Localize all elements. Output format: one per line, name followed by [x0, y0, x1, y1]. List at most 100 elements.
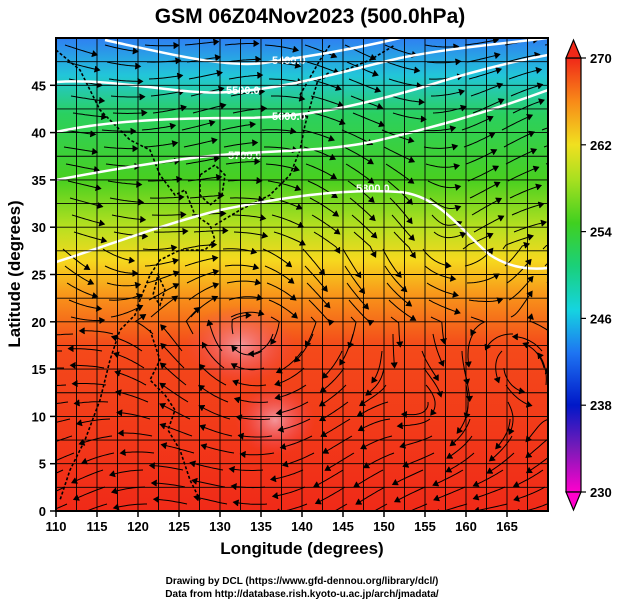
streamline [390, 95, 424, 103]
streamline [148, 74, 183, 80]
streamline-arrowhead [287, 277, 295, 284]
streamline [186, 270, 219, 284]
streamline [56, 367, 64, 369]
streamline-arrowhead [193, 494, 200, 502]
streamline [225, 161, 260, 165]
streamline [320, 418, 351, 437]
streamline-arrowhead [256, 71, 264, 79]
streamline-arrowhead [172, 257, 179, 265]
streamline-arrowhead [269, 475, 277, 483]
streamline [463, 132, 495, 148]
streamline [507, 401, 514, 435]
streamline [320, 367, 345, 393]
streamline [188, 283, 219, 301]
streamline-arrowhead [215, 173, 223, 181]
streamline [101, 129, 136, 132]
streamline-arrowhead [294, 184, 302, 192]
streamline [467, 165, 499, 182]
streamline [229, 468, 264, 471]
streamline [240, 452, 275, 456]
streamline-arrowhead [446, 452, 453, 459]
streamline-arrowhead [256, 177, 263, 184]
streamline [389, 197, 413, 224]
streamline [467, 333, 474, 367]
streamline-arrowhead [451, 143, 459, 151]
streamline [508, 276, 534, 301]
streamline-arrowhead [198, 384, 205, 392]
streamline-arrowhead [271, 492, 279, 500]
streamline-arrowhead [372, 70, 379, 77]
streamline [184, 257, 218, 267]
streamline-arrowhead [495, 442, 502, 450]
streamline-arrowhead [511, 333, 519, 341]
streamline [537, 352, 547, 386]
streamline-arrowhead [128, 256, 136, 264]
streamline-arrowhead [405, 300, 413, 307]
y-tick-label: 15 [32, 362, 46, 377]
streamline [272, 486, 306, 497]
streamline [423, 367, 442, 397]
streamline [445, 452, 475, 473]
streamline-arrowhead [492, 165, 500, 172]
streamline [442, 503, 468, 511]
streamline-arrowhead [160, 442, 168, 449]
streamline-arrowhead [418, 98, 425, 106]
streamline-arrowhead [430, 409, 437, 416]
x-tick-label: 145 [332, 519, 354, 534]
streamline-arrowhead [174, 57, 182, 65]
streamline [383, 146, 415, 163]
streamline [188, 72, 223, 80]
streamline-arrowhead [275, 409, 283, 416]
streamline-arrowhead [321, 285, 328, 292]
streamline-arrowhead [532, 165, 540, 173]
streamline [512, 99, 545, 114]
streamline [72, 383, 107, 386]
streamline-arrowhead [408, 234, 415, 241]
streamline [71, 469, 104, 484]
streamline [76, 418, 111, 425]
streamline-arrowhead [249, 121, 257, 129]
streamline [315, 486, 346, 504]
streamline [394, 486, 426, 503]
streamline [384, 44, 418, 56]
streamline-arrowhead [150, 479, 158, 487]
streamline-arrowhead [369, 54, 377, 61]
x-tick-label: 125 [168, 519, 190, 534]
streamline-arrowhead [495, 197, 503, 204]
streamline [56, 452, 75, 462]
streamline-arrowhead [371, 376, 378, 384]
streamline [117, 411, 151, 420]
streamline [393, 231, 416, 258]
streamline [224, 264, 259, 269]
streamline [512, 336, 543, 352]
streamline [421, 350, 439, 381]
streamline [384, 265, 408, 292]
streamline [161, 444, 195, 454]
streamline [233, 231, 268, 237]
streamline [79, 435, 113, 445]
streamline [373, 503, 388, 511]
streamline-arrowhead [191, 477, 198, 485]
streamline [301, 129, 335, 141]
y-tick-label: 0 [39, 504, 46, 519]
x-tick-label: 160 [455, 519, 477, 534]
streamline [112, 112, 147, 115]
colorbar-tick-label: 230 [590, 485, 612, 500]
streamline-arrowhead [132, 145, 139, 153]
streamline-arrowhead [40, 442, 46, 448]
streamline-arrowhead [464, 361, 472, 368]
streamline [198, 385, 229, 403]
streamline-arrowhead [525, 467, 533, 474]
streamline [73, 231, 107, 242]
x-tick-label: 135 [250, 519, 272, 534]
streamline [505, 384, 532, 407]
streamline-arrowhead [333, 228, 341, 235]
streamline [103, 146, 138, 150]
streamline [306, 61, 339, 74]
streamline [464, 39, 499, 46]
streamline [113, 231, 148, 237]
streamline-arrowhead [331, 192, 338, 199]
contour-5800 [56, 189, 548, 270]
streamline [144, 44, 179, 47]
streamline-arrowhead [252, 263, 260, 271]
